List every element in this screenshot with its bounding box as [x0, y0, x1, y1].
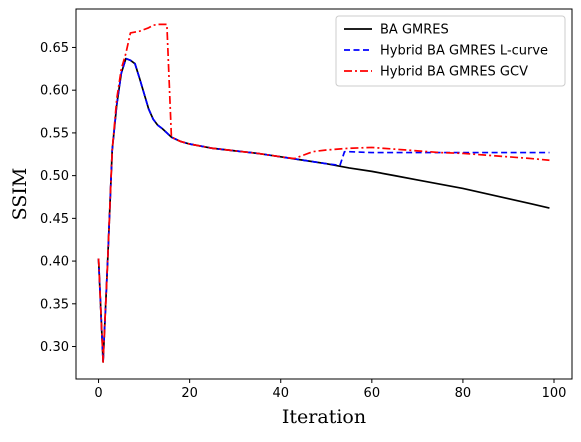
legend-box — [335, 15, 566, 87]
y-tick-label: 0.35 — [40, 297, 69, 312]
x-axis: 0 20 40 60 80 100 — [94, 379, 566, 401]
x-tick-label: 20 — [181, 386, 198, 401]
y-axis: 0.30 0.35 0.40 0.45 0.50 0.55 0.60 0.65 — [40, 41, 76, 355]
legend-label-1: BA GMRES — [380, 23, 449, 38]
legend-label-2: Hybrid BA GMRES L-curve — [380, 44, 548, 59]
x-tick-label: 0 — [94, 386, 102, 401]
y-tick-label: 0.60 — [40, 84, 69, 99]
y-tick-label: 0.45 — [40, 212, 69, 227]
x-tick-label: 60 — [364, 386, 381, 401]
y-tick-label: 0.50 — [40, 169, 69, 184]
series-lines — [97, 23, 550, 363]
plot-area-frame — [75, 8, 573, 380]
x-tick-label: 100 — [542, 386, 567, 401]
y-tick-label: 0.55 — [40, 126, 69, 141]
legend-label-3: Hybrid BA GMRES GCV — [380, 65, 528, 80]
y-tick-label: 0.40 — [40, 255, 69, 270]
series-line-2 — [97, 57, 550, 363]
y-tick-label: 0.30 — [40, 340, 69, 355]
y-axis-title: SSIM — [9, 168, 31, 221]
series-line-3 — [97, 23, 550, 363]
y-tick-label: 0.65 — [40, 41, 69, 56]
x-tick-label: 40 — [272, 386, 289, 401]
x-tick-label: 80 — [455, 386, 472, 401]
series-line-1 — [97, 57, 550, 363]
x-axis-title: Iteration — [282, 406, 366, 428]
legend: BA GMRES Hybrid BA GMRES L-curve Hybrid BA… — [335, 15, 566, 87]
